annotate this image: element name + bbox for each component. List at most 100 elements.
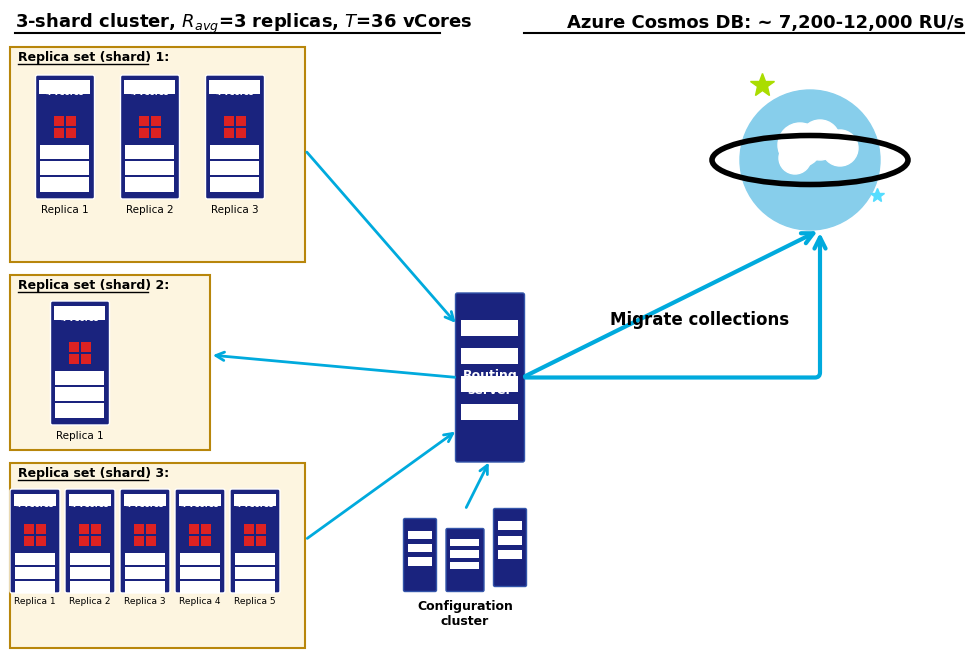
- FancyBboxPatch shape: [35, 75, 95, 199]
- Bar: [54, 128, 64, 138]
- Bar: [15, 553, 55, 565]
- Bar: [91, 523, 101, 533]
- Bar: [68, 354, 78, 364]
- Bar: [450, 550, 479, 557]
- Bar: [201, 536, 211, 546]
- Text: 4 vCores: 4 vCores: [236, 500, 274, 509]
- Bar: [124, 80, 175, 94]
- Bar: [68, 342, 78, 352]
- Bar: [23, 523, 33, 533]
- Bar: [40, 178, 89, 192]
- Text: Replica set (shard) 2:: Replica set (shard) 2:: [18, 279, 169, 292]
- Text: Routing
server: Routing server: [463, 369, 516, 397]
- Bar: [235, 553, 275, 565]
- FancyBboxPatch shape: [230, 489, 280, 593]
- Bar: [36, 523, 46, 533]
- FancyBboxPatch shape: [403, 519, 436, 592]
- Bar: [461, 320, 518, 336]
- Text: 3-shard cluster, $R_{avg}$=3 replicas, $T$=36 vCores: 3-shard cluster, $R_{avg}$=3 replicas, $…: [15, 12, 472, 36]
- Bar: [134, 523, 144, 533]
- Circle shape: [822, 130, 857, 166]
- Bar: [36, 536, 46, 546]
- Bar: [70, 553, 110, 565]
- Bar: [244, 523, 253, 533]
- Text: 4 vCores: 4 vCores: [216, 88, 253, 96]
- FancyBboxPatch shape: [455, 293, 524, 462]
- FancyBboxPatch shape: [10, 489, 60, 593]
- Bar: [78, 536, 89, 546]
- Text: Replica 5: Replica 5: [234, 597, 276, 606]
- Bar: [498, 521, 521, 530]
- Bar: [56, 387, 105, 401]
- FancyBboxPatch shape: [10, 275, 210, 450]
- Bar: [256, 536, 266, 546]
- Circle shape: [739, 90, 879, 230]
- Bar: [210, 178, 259, 192]
- Bar: [151, 128, 161, 138]
- Bar: [124, 494, 166, 506]
- FancyBboxPatch shape: [10, 47, 305, 262]
- Bar: [461, 348, 518, 364]
- Bar: [81, 354, 91, 364]
- Bar: [56, 371, 105, 385]
- FancyBboxPatch shape: [446, 529, 483, 592]
- FancyBboxPatch shape: [120, 75, 179, 199]
- FancyBboxPatch shape: [10, 463, 305, 648]
- Text: Migrate collections: Migrate collections: [610, 311, 788, 329]
- Text: Replica 3: Replica 3: [211, 205, 258, 215]
- Bar: [91, 536, 101, 546]
- Text: Replica set (shard) 3:: Replica set (shard) 3:: [18, 467, 169, 480]
- Bar: [70, 567, 110, 578]
- Bar: [125, 553, 165, 565]
- Text: 4 vCores: 4 vCores: [131, 88, 168, 96]
- Text: 3-shard cluster,: 3-shard cluster,: [0, 669, 1, 670]
- Bar: [146, 523, 156, 533]
- Bar: [125, 178, 174, 192]
- FancyBboxPatch shape: [175, 489, 225, 593]
- Bar: [189, 523, 199, 533]
- Bar: [14, 494, 56, 506]
- Bar: [67, 128, 76, 138]
- Bar: [236, 115, 246, 125]
- FancyBboxPatch shape: [493, 509, 526, 586]
- Bar: [235, 580, 275, 592]
- Text: Azure Cosmos DB: ~ 7,200-12,000 RU/s: Azure Cosmos DB: ~ 7,200-12,000 RU/s: [566, 14, 963, 32]
- Bar: [81, 342, 91, 352]
- Circle shape: [778, 142, 810, 174]
- Bar: [224, 115, 234, 125]
- Bar: [55, 306, 106, 320]
- Bar: [56, 403, 105, 417]
- Bar: [209, 80, 260, 94]
- Bar: [78, 523, 89, 533]
- Bar: [498, 550, 521, 559]
- FancyBboxPatch shape: [120, 489, 170, 593]
- Bar: [146, 536, 156, 546]
- FancyBboxPatch shape: [205, 75, 264, 199]
- Bar: [40, 145, 89, 159]
- Bar: [125, 145, 174, 159]
- Bar: [256, 523, 266, 533]
- Bar: [236, 128, 246, 138]
- Text: Replica 2: Replica 2: [69, 597, 111, 606]
- Text: 4 vCores: 4 vCores: [46, 88, 83, 96]
- Text: 3-shard cluster,: 3-shard cluster,: [0, 669, 1, 670]
- FancyBboxPatch shape: [65, 489, 114, 593]
- Bar: [68, 494, 111, 506]
- Bar: [23, 536, 33, 546]
- Circle shape: [799, 120, 839, 160]
- Text: 4 vCores: 4 vCores: [17, 500, 54, 509]
- Text: Replica 3: Replica 3: [124, 597, 165, 606]
- Text: Replica 2: Replica 2: [126, 205, 174, 215]
- Bar: [179, 494, 221, 506]
- Bar: [450, 562, 479, 569]
- Bar: [40, 161, 89, 176]
- Text: 4 vCores: 4 vCores: [71, 500, 109, 509]
- Bar: [39, 80, 90, 94]
- Text: 4 vCores: 4 vCores: [62, 314, 99, 322]
- Bar: [224, 128, 234, 138]
- Bar: [180, 580, 220, 592]
- Bar: [180, 553, 220, 565]
- Text: Replica 1: Replica 1: [41, 205, 89, 215]
- Bar: [125, 161, 174, 176]
- Bar: [408, 557, 431, 565]
